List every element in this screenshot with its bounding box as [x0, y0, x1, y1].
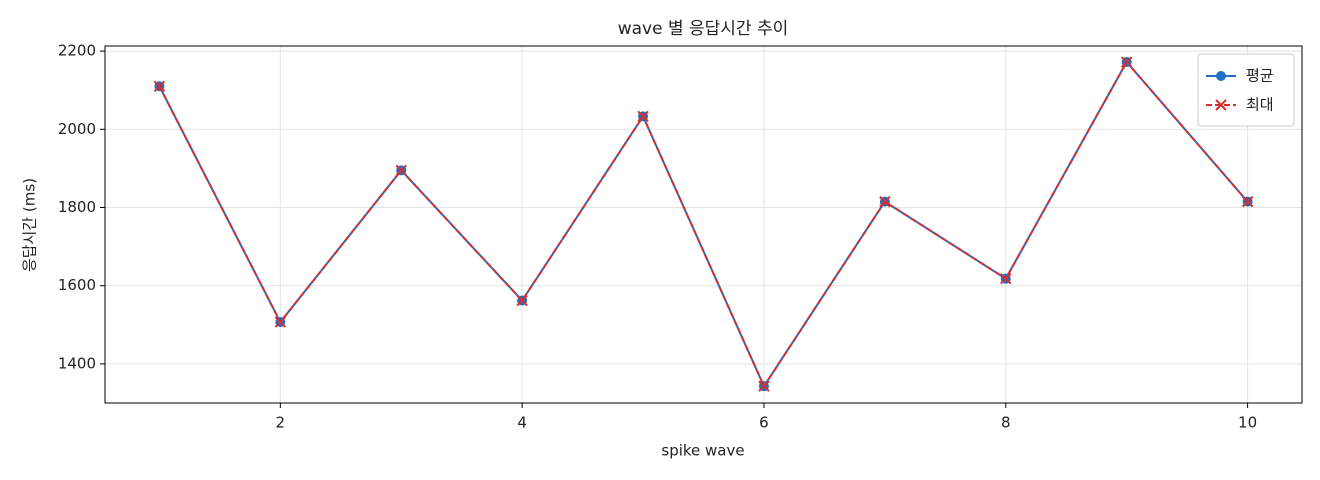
- y-axis-label: 응답시간 (ms): [21, 178, 39, 272]
- marker: [1120, 56, 1133, 68]
- legend-label: 최대: [1246, 96, 1274, 114]
- legend-box: [1197, 53, 1295, 127]
- x-tick-label: 6: [759, 414, 769, 432]
- marker: [1000, 272, 1012, 285]
- marker: [153, 80, 166, 92]
- x-tick-label: 10: [1238, 414, 1257, 432]
- y-tick-label: 1600: [58, 276, 96, 294]
- x-tick-label: 2: [276, 414, 286, 432]
- x-tick-label: 8: [1001, 414, 1011, 432]
- y-tick-label: 1400: [58, 354, 96, 372]
- legend-marker: [1216, 71, 1226, 81]
- y-tick-label: 2000: [58, 120, 96, 138]
- y-tick-label: 2200: [58, 42, 96, 60]
- legend-marker: [1215, 99, 1227, 111]
- marker: [516, 294, 528, 307]
- marker: [637, 110, 649, 123]
- marker: [1241, 195, 1254, 208]
- x-axis-label: spike wave: [661, 442, 744, 460]
- plot-frame: [104, 45, 1303, 404]
- marker: [395, 164, 407, 177]
- x-tick-label: 4: [517, 414, 527, 432]
- legend-label: 평균: [1246, 67, 1274, 85]
- marker: [879, 195, 891, 208]
- series-line: [158, 60, 1249, 389]
- y-tick-label: 1800: [58, 198, 96, 216]
- series-line: [158, 60, 1249, 389]
- marker: [758, 380, 770, 392]
- chart-title: wave 별 응답시간 추이: [618, 19, 789, 39]
- marker: [274, 316, 287, 328]
